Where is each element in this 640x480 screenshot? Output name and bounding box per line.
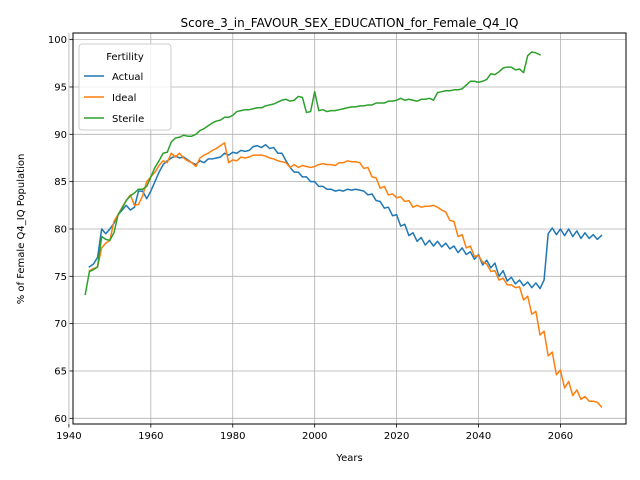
legend-title: Fertility bbox=[106, 52, 144, 63]
y-axis-label: % of Female Q4_IQ Population bbox=[16, 154, 27, 305]
legend-box bbox=[78, 43, 172, 131]
y-tick-label: 70 bbox=[54, 319, 67, 330]
x-axis-label: Years bbox=[335, 453, 362, 464]
x-tick-label: 1940 bbox=[56, 431, 81, 442]
series-line-ideal bbox=[88, 142, 603, 409]
x-tick-label: 2060 bbox=[548, 431, 573, 442]
legend-label-ideal: Ideal bbox=[112, 93, 136, 104]
y-tick-label: 60 bbox=[54, 414, 67, 425]
y-tick-label: 90 bbox=[54, 130, 67, 141]
series-layer bbox=[84, 51, 603, 409]
y-tick-label: 85 bbox=[54, 177, 67, 188]
legend-label-actual: Actual bbox=[112, 72, 143, 83]
y-axis: 60 65 70 75 80 85 90 95 100 bbox=[48, 35, 73, 425]
y-tick-label: 80 bbox=[54, 224, 67, 235]
x-tick-label: 2000 bbox=[302, 431, 327, 442]
legend-label-sterile: Sterile bbox=[112, 114, 144, 125]
x-tick-label: 1960 bbox=[138, 431, 163, 442]
x-tick-label: 2020 bbox=[384, 431, 409, 442]
x-tick-label: 2040 bbox=[466, 431, 491, 442]
x-tick-label: 1980 bbox=[220, 431, 245, 442]
chart-title: Score_3_in_FAVOUR_SEX_EDUCATION_for_Fema… bbox=[181, 16, 519, 30]
y-tick-label: 65 bbox=[54, 366, 67, 377]
y-tick-label: 100 bbox=[48, 35, 67, 46]
series-line-sterile bbox=[84, 51, 541, 296]
x-axis: 1940 1960 1980 2000 2020 2040 2060 bbox=[56, 424, 573, 442]
y-tick-label: 95 bbox=[54, 82, 67, 93]
y-tick-label: 75 bbox=[54, 272, 67, 283]
grid-lines bbox=[68, 33, 626, 424]
legend: Fertility Actual Ideal Sterile bbox=[78, 43, 172, 131]
plot-frame bbox=[72, 32, 627, 425]
